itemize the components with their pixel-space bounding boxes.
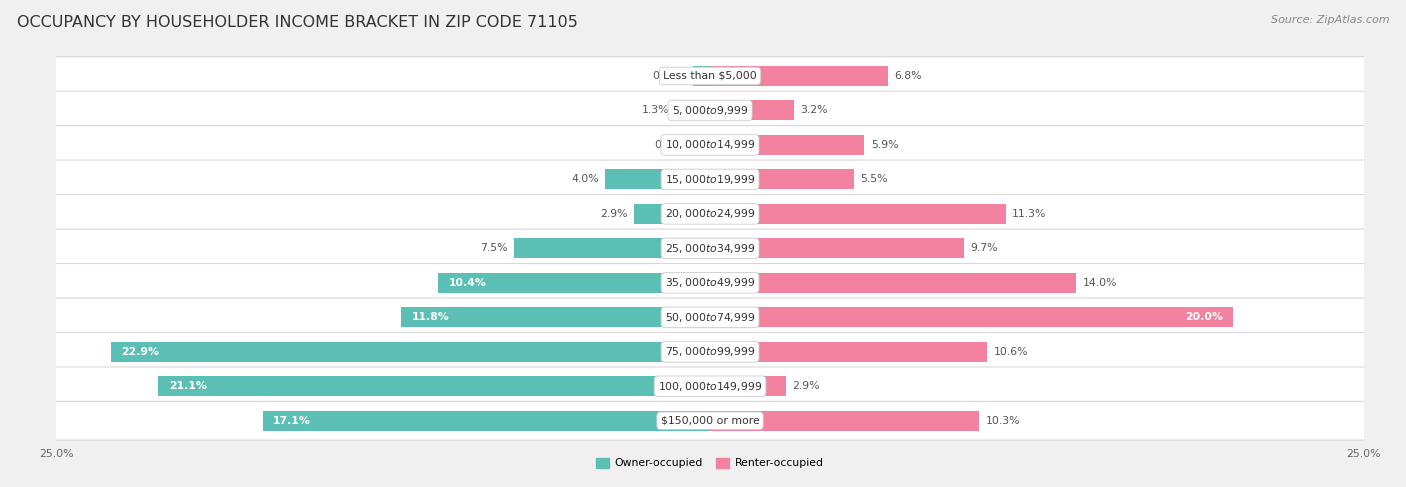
FancyBboxPatch shape bbox=[48, 195, 1372, 233]
Bar bbox=[710, 307, 1233, 327]
FancyBboxPatch shape bbox=[48, 367, 1372, 406]
Text: 17.1%: 17.1% bbox=[273, 416, 311, 426]
Text: $5,000 to $9,999: $5,000 to $9,999 bbox=[672, 104, 748, 117]
Text: 5.9%: 5.9% bbox=[870, 140, 898, 150]
Text: $50,000 to $74,999: $50,000 to $74,999 bbox=[665, 311, 755, 324]
Text: 10.3%: 10.3% bbox=[986, 416, 1021, 426]
Bar bbox=[159, 376, 710, 396]
FancyBboxPatch shape bbox=[48, 401, 1372, 440]
Text: $35,000 to $49,999: $35,000 to $49,999 bbox=[665, 276, 755, 289]
Bar bbox=[606, 169, 710, 189]
Text: 10.4%: 10.4% bbox=[449, 278, 486, 288]
FancyBboxPatch shape bbox=[48, 126, 1372, 164]
Text: 1.3%: 1.3% bbox=[643, 106, 669, 115]
Bar bbox=[263, 411, 710, 431]
FancyBboxPatch shape bbox=[48, 229, 1372, 268]
Bar bbox=[710, 273, 1076, 293]
Text: 7.5%: 7.5% bbox=[479, 244, 508, 253]
Text: 9.7%: 9.7% bbox=[970, 244, 998, 253]
Text: 10.6%: 10.6% bbox=[994, 347, 1028, 357]
Text: Less than $5,000: Less than $5,000 bbox=[664, 71, 756, 81]
Text: 0.65%: 0.65% bbox=[652, 71, 686, 81]
Bar bbox=[676, 100, 710, 120]
FancyBboxPatch shape bbox=[48, 298, 1372, 337]
Text: $100,000 to $149,999: $100,000 to $149,999 bbox=[658, 380, 762, 393]
FancyBboxPatch shape bbox=[48, 263, 1372, 302]
Bar bbox=[111, 342, 710, 362]
Text: $25,000 to $34,999: $25,000 to $34,999 bbox=[665, 242, 755, 255]
Text: $15,000 to $19,999: $15,000 to $19,999 bbox=[665, 173, 755, 186]
Bar bbox=[710, 376, 786, 396]
FancyBboxPatch shape bbox=[48, 56, 1372, 95]
FancyBboxPatch shape bbox=[48, 91, 1372, 130]
Text: 0.55%: 0.55% bbox=[655, 140, 689, 150]
Bar bbox=[710, 411, 980, 431]
Text: 5.5%: 5.5% bbox=[860, 174, 889, 185]
Bar bbox=[710, 238, 963, 259]
Bar bbox=[515, 238, 710, 259]
Text: 22.9%: 22.9% bbox=[122, 347, 160, 357]
Bar bbox=[439, 273, 710, 293]
Text: 4.0%: 4.0% bbox=[571, 174, 599, 185]
Text: $10,000 to $14,999: $10,000 to $14,999 bbox=[665, 138, 755, 151]
Text: $150,000 or more: $150,000 or more bbox=[661, 416, 759, 426]
Text: $75,000 to $99,999: $75,000 to $99,999 bbox=[665, 345, 755, 358]
Text: 20.0%: 20.0% bbox=[1185, 312, 1223, 322]
Text: 11.3%: 11.3% bbox=[1012, 209, 1046, 219]
Text: Source: ZipAtlas.com: Source: ZipAtlas.com bbox=[1271, 15, 1389, 25]
Legend: Owner-occupied, Renter-occupied: Owner-occupied, Renter-occupied bbox=[592, 453, 828, 473]
Text: 2.9%: 2.9% bbox=[600, 209, 627, 219]
Bar bbox=[634, 204, 710, 224]
Text: 14.0%: 14.0% bbox=[1083, 278, 1118, 288]
Text: OCCUPANCY BY HOUSEHOLDER INCOME BRACKET IN ZIP CODE 71105: OCCUPANCY BY HOUSEHOLDER INCOME BRACKET … bbox=[17, 15, 578, 30]
Bar bbox=[710, 342, 987, 362]
Text: 21.1%: 21.1% bbox=[169, 381, 207, 391]
Text: 11.8%: 11.8% bbox=[412, 312, 450, 322]
Bar bbox=[710, 100, 794, 120]
Text: 2.9%: 2.9% bbox=[793, 381, 820, 391]
Text: 3.2%: 3.2% bbox=[800, 106, 828, 115]
Text: $20,000 to $24,999: $20,000 to $24,999 bbox=[665, 207, 755, 221]
Bar bbox=[710, 135, 865, 155]
Bar bbox=[710, 169, 853, 189]
FancyBboxPatch shape bbox=[48, 333, 1372, 371]
Bar bbox=[402, 307, 710, 327]
Bar bbox=[710, 66, 887, 86]
Bar bbox=[693, 66, 710, 86]
FancyBboxPatch shape bbox=[48, 160, 1372, 199]
Bar bbox=[696, 135, 710, 155]
Bar bbox=[710, 204, 1005, 224]
Text: 6.8%: 6.8% bbox=[894, 71, 922, 81]
